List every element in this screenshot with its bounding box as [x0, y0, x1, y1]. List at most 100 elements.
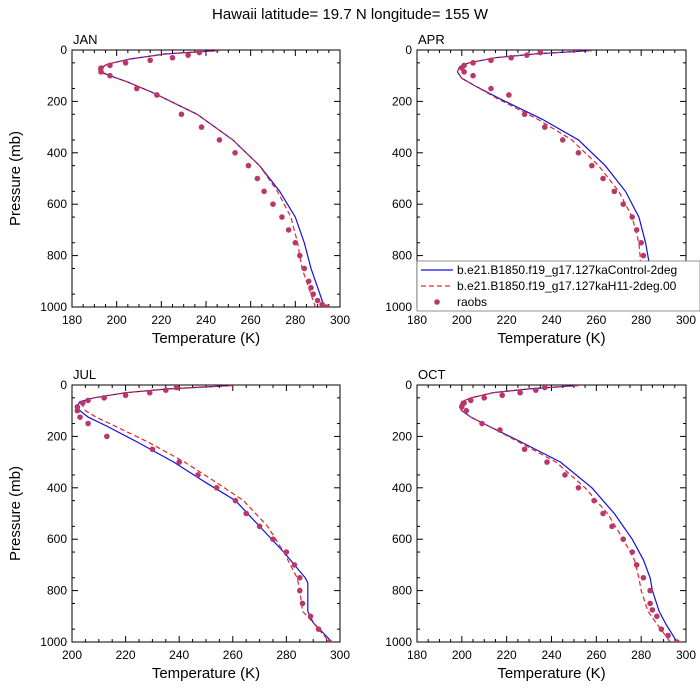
raobs-point	[297, 574, 303, 581]
raobs-point	[178, 111, 185, 118]
raobs-point	[463, 407, 470, 414]
x-tick-label: 280	[631, 648, 651, 662]
x-tick-label: 280	[285, 313, 305, 327]
plot-frame	[416, 384, 687, 643]
control-line	[458, 385, 678, 642]
y-tick-label: 1000	[40, 635, 67, 649]
raobs-point	[506, 92, 512, 98]
raobs-point	[508, 54, 514, 61]
x-tick-label: 220	[497, 648, 517, 662]
x-tick-label: 260	[241, 313, 261, 327]
raobs-point	[261, 188, 267, 195]
h11-line	[98, 50, 316, 307]
raobs-point	[647, 600, 653, 607]
panel-title: JAN	[73, 32, 98, 47]
raobs-point	[640, 252, 647, 259]
x-tick-label: 240	[196, 313, 216, 327]
legend-marker-raobs	[434, 299, 440, 305]
legend-box	[416, 260, 700, 312]
raobs-point	[629, 214, 635, 220]
raobs-point	[649, 607, 656, 613]
y-tick-label: 0	[405, 43, 412, 57]
raobs-point	[499, 392, 505, 399]
raobs-point	[544, 459, 550, 465]
raobs-point	[243, 510, 249, 517]
raobs-point	[591, 497, 597, 504]
raobs-point	[74, 404, 81, 410]
raobs-point	[524, 52, 530, 58]
raobs-point	[198, 124, 205, 130]
y-tick-label: 1000	[40, 300, 67, 314]
x-tick-label: 260	[223, 648, 243, 662]
x-tick-label: 240	[169, 648, 189, 662]
y-axis-title: Pressure (mb)	[7, 131, 24, 226]
x-tick-label: 220	[497, 313, 517, 327]
h11-line	[456, 50, 665, 307]
x-tick-label: 220	[116, 648, 136, 662]
raobs-point	[107, 72, 113, 79]
x-axis-title: Temperature (K)	[497, 665, 605, 682]
x-tick-label: 300	[676, 648, 696, 662]
raobs-point	[562, 472, 568, 478]
raobs-point	[575, 150, 582, 156]
raobs-point	[101, 395, 107, 401]
x-tick-label: 300	[330, 313, 350, 327]
panel-jul: 200 220 240 260 280 300 0 200 400 600 800 1000 JUL Te…	[7, 367, 350, 682]
y-tick-label: 200	[47, 94, 67, 108]
x-tick-label: 200	[62, 648, 82, 662]
y-tick-label: 400	[47, 481, 67, 495]
series-group	[98, 50, 330, 307]
raobs-point	[665, 632, 671, 639]
raobs-point	[291, 562, 298, 568]
raobs-point	[292, 239, 299, 246]
raobs-point	[305, 278, 312, 285]
raobs-point	[196, 50, 203, 56]
y-tick-label: 0	[60, 43, 67, 57]
raobs-point	[640, 574, 647, 581]
x-tick-label: 180	[407, 648, 427, 662]
y-tick-label: 600	[47, 197, 67, 211]
raobs-point	[323, 304, 330, 307]
x-tick-label: 200	[452, 313, 472, 327]
raobs-point	[85, 420, 91, 427]
raobs-point	[173, 385, 180, 391]
raobs-point	[611, 188, 618, 195]
panels: 180 200 220 240 260 280 300 0 200 400 600 800 1000 JA…	[7, 32, 700, 682]
raobs-point	[600, 510, 606, 517]
y-tick-label: 600	[392, 197, 412, 211]
plot-frame	[71, 49, 341, 308]
y-tick-label: 200	[392, 94, 412, 108]
x-tick-label: 240	[541, 313, 561, 327]
x-tick-label: 280	[276, 648, 296, 662]
raobs-point	[319, 301, 325, 307]
raobs-point	[638, 239, 644, 246]
raobs-point	[146, 389, 153, 396]
raobs-point	[122, 60, 129, 66]
raobs-point	[163, 387, 169, 393]
raobs-point	[459, 404, 465, 410]
panel-title: OCT	[418, 367, 446, 382]
raobs-point	[104, 433, 110, 440]
h11-line	[458, 385, 671, 642]
raobs-point	[470, 60, 476, 66]
raobs-point	[107, 62, 113, 69]
raobs-point	[314, 297, 321, 304]
raobs-point	[307, 613, 314, 620]
raobs-point	[147, 57, 153, 64]
x-tick-label: 260	[586, 648, 606, 662]
raobs-point	[283, 549, 290, 555]
raobs-point	[517, 389, 523, 396]
x-tick-label: 280	[631, 313, 651, 327]
raobs-point	[533, 387, 539, 393]
raobs-point	[521, 111, 528, 118]
y-tick-label: 1000	[385, 300, 412, 314]
raobs-point	[232, 497, 239, 504]
raobs-point	[479, 420, 485, 427]
raobs-point	[297, 587, 303, 594]
raobs-point	[609, 523, 615, 530]
raobs-point	[310, 291, 317, 297]
raobs-point	[658, 626, 665, 632]
y-tick-label: 200	[392, 429, 412, 443]
x-tick-label: 260	[586, 313, 606, 327]
